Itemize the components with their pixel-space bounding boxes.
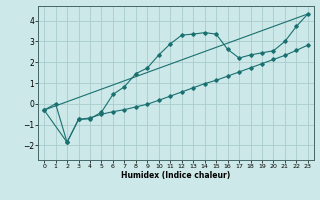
X-axis label: Humidex (Indice chaleur): Humidex (Indice chaleur) [121,171,231,180]
